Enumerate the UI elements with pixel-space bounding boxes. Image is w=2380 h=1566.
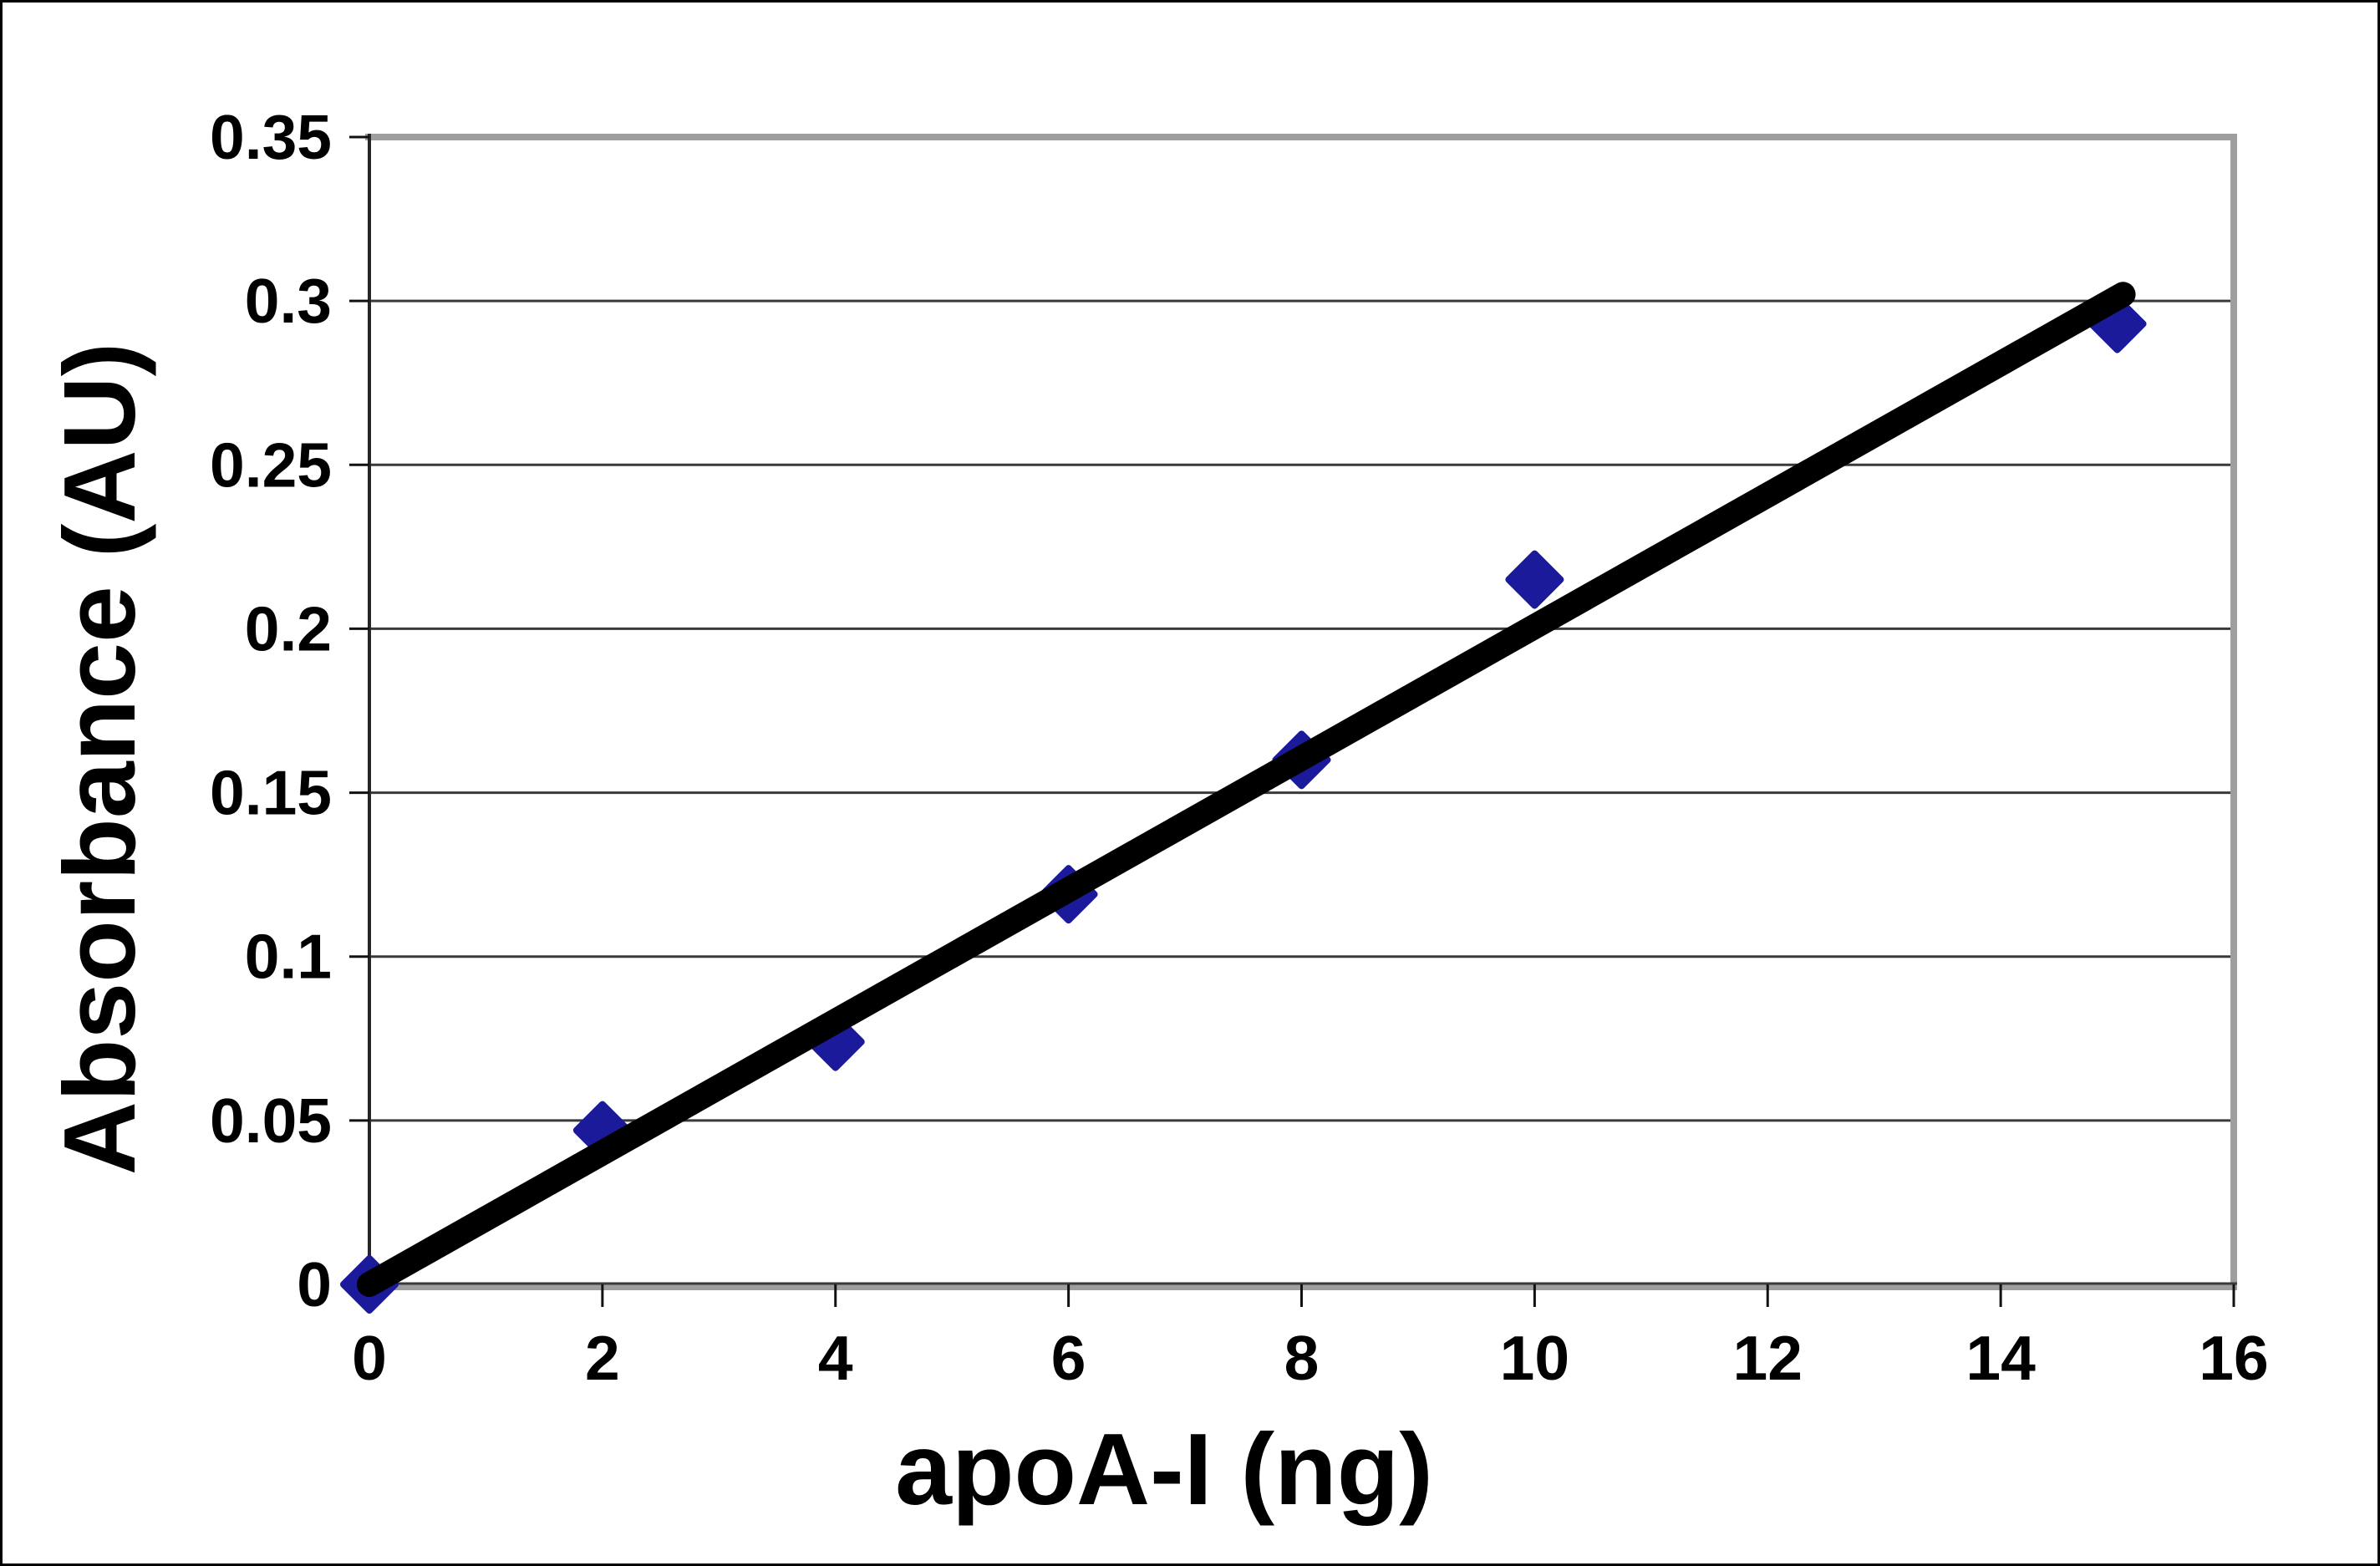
y-tick-label: 0.35: [210, 102, 332, 172]
x-tick-label: 16: [2199, 1323, 2268, 1393]
x-tick-label: 10: [1500, 1323, 1569, 1393]
x-tick-label: 2: [585, 1323, 620, 1393]
x-axis-title: apoA-I (ng): [895, 1412, 1433, 1526]
trendline: [357, 282, 2136, 1297]
x-tick-label: 6: [1051, 1323, 1086, 1393]
y-tick-label: 0.1: [245, 922, 332, 992]
y-axis-title: Absorbance (AU): [43, 342, 156, 1176]
y-tick-label: 0: [297, 1249, 332, 1319]
x-tick-label: 12: [1733, 1323, 1803, 1393]
x-tick-label: 4: [818, 1323, 853, 1393]
x-tick-label: 14: [1966, 1323, 2036, 1393]
y-tick-label: 0.05: [210, 1086, 332, 1156]
y-tick-label: 0.3: [245, 266, 332, 336]
y-tick-label: 0.25: [210, 430, 332, 500]
x-tick-label: 8: [1284, 1323, 1320, 1393]
x-tick-label: 0: [352, 1323, 387, 1393]
y-tick-label: 0.2: [245, 593, 332, 664]
data-point-marker: [1505, 550, 1564, 609]
y-tick-label: 0.15: [210, 758, 332, 828]
